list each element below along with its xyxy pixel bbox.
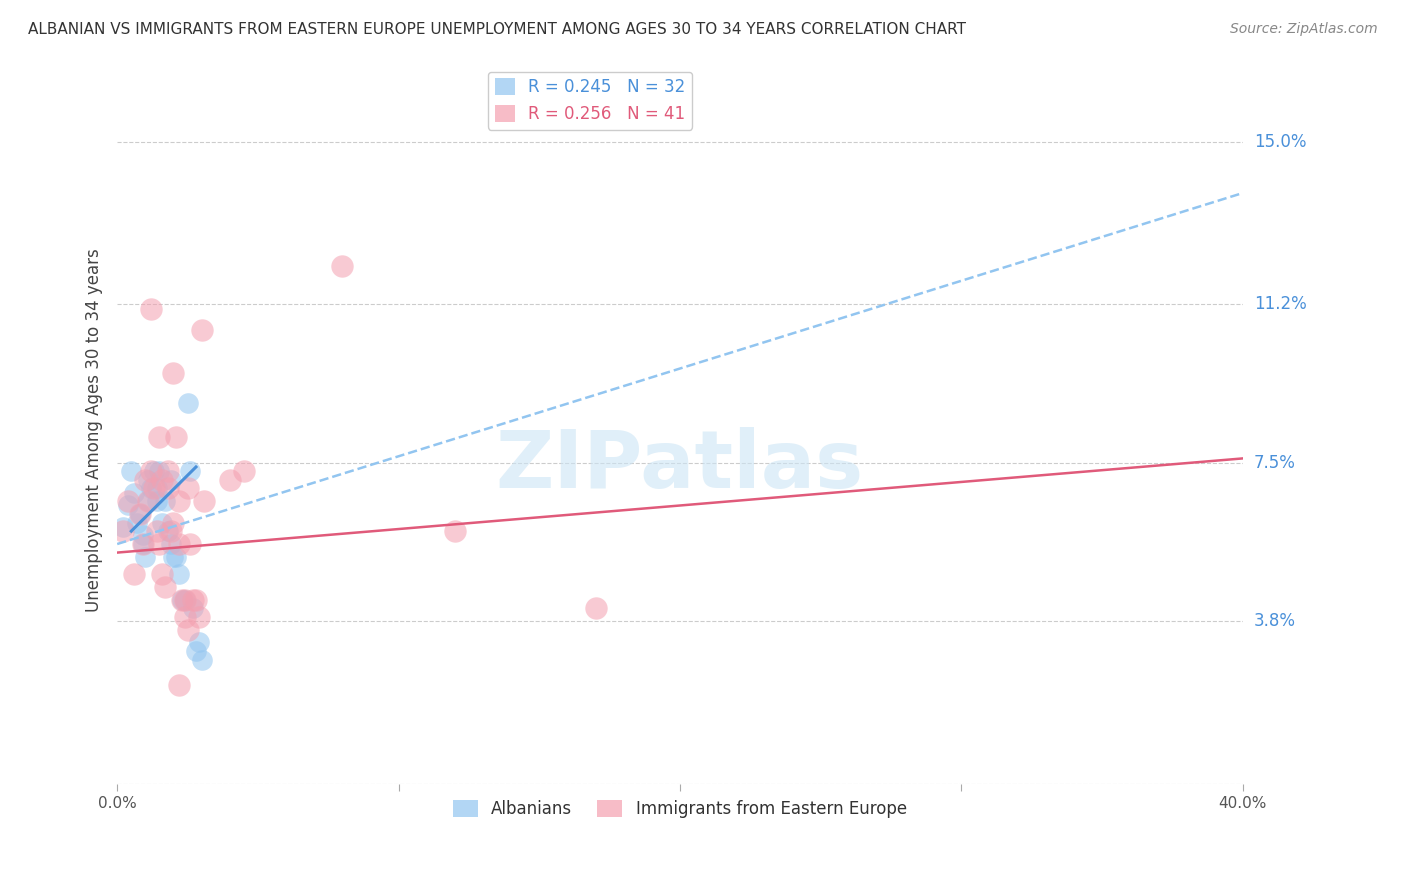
Point [167,494,190,508]
Point [148,537,170,551]
Point [131,537,153,551]
Point [134,473,156,487]
Y-axis label: Unemployment Among Ages 30 to 34 years: Unemployment Among Ages 30 to 34 years [86,249,103,613]
Point [136,494,159,508]
Text: 11.2%: 11.2% [1254,295,1306,313]
Point [117,494,139,508]
Point [162,549,184,564]
Point [218,473,240,487]
Point [134,549,156,564]
Point [111,524,134,538]
Text: ZIPatlas: ZIPatlas [496,427,865,505]
Point [165,430,187,444]
Point [131,528,153,542]
Point [150,473,173,487]
Point [150,516,173,530]
Point [170,592,193,607]
Point [165,549,187,564]
Point [181,592,204,607]
Point [145,482,167,496]
Text: 3.8%: 3.8% [1254,612,1296,630]
Point [187,635,209,649]
Point [139,301,162,316]
Point [190,652,212,666]
Point [139,464,162,478]
Point [156,482,179,496]
Point [176,482,198,496]
Point [156,524,179,538]
Point [170,592,193,607]
Point [181,601,204,615]
Point [156,464,179,478]
Point [150,566,173,581]
Point [142,482,165,496]
Point [173,592,195,607]
Point [173,609,195,624]
Text: Source: ZipAtlas.com: Source: ZipAtlas.com [1230,22,1378,37]
Point [148,430,170,444]
Point [159,537,181,551]
Point [176,623,198,637]
Point [159,473,181,487]
Point [173,592,195,607]
Point [122,566,145,581]
Point [153,494,176,508]
Point [120,464,142,478]
Legend: Albanians, Immigrants from Eastern Europe: Albanians, Immigrants from Eastern Europ… [446,793,914,825]
Point [330,259,353,273]
Point [444,524,467,538]
Point [162,516,184,530]
Point [176,396,198,410]
Point [136,473,159,487]
Point [125,516,148,530]
Point [145,524,167,538]
Point [142,464,165,478]
Point [139,482,162,496]
Point [162,366,184,380]
Point [187,609,209,624]
Point [193,494,215,508]
Point [179,537,201,551]
Point [167,566,190,581]
Point [184,592,207,607]
Point [136,494,159,508]
Point [190,323,212,337]
Point [128,507,150,521]
Point [145,494,167,508]
Text: 15.0%: 15.0% [1254,133,1306,151]
Point [131,537,153,551]
Point [179,464,201,478]
Point [128,507,150,521]
Text: 7.5%: 7.5% [1254,454,1296,472]
Point [111,520,134,534]
Point [184,644,207,658]
Point [122,485,145,500]
Point [148,464,170,478]
Point [117,499,139,513]
Point [167,678,190,692]
Point [153,580,176,594]
Text: ALBANIAN VS IMMIGRANTS FROM EASTERN EUROPE UNEMPLOYMENT AMONG AGES 30 TO 34 YEAR: ALBANIAN VS IMMIGRANTS FROM EASTERN EURO… [28,22,966,37]
Point [159,524,181,538]
Point [585,601,607,615]
Point [167,537,190,551]
Point [232,464,254,478]
